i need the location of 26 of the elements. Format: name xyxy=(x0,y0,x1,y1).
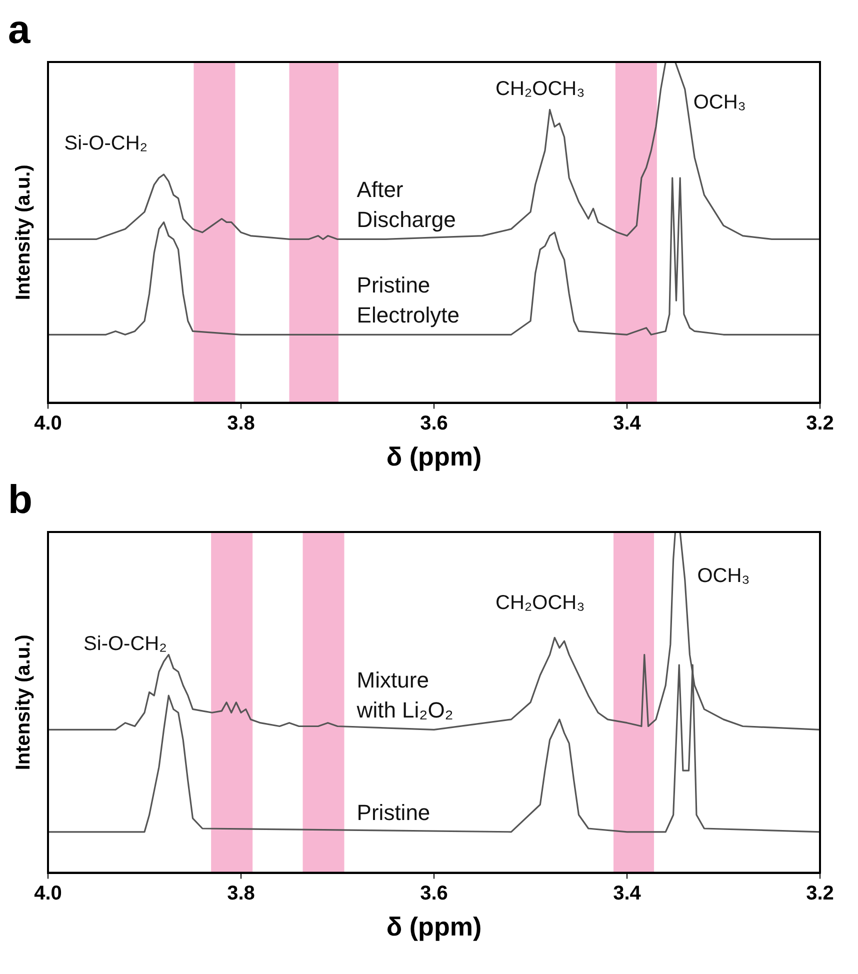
y-axis-title: Intensity (a.u.) xyxy=(12,634,35,770)
annotation: OCH₃ xyxy=(693,91,746,114)
annotation: CH₂OCH₃ xyxy=(496,592,585,614)
series-label: Mixture with Li₂O₂ xyxy=(356,668,454,723)
x-tick-label: 3.4 xyxy=(613,882,642,904)
x-tick-label: 4.0 xyxy=(34,882,62,904)
x-tick-label: 3.2 xyxy=(806,882,834,904)
annotation: CH₂OCH₃ xyxy=(496,78,585,100)
chart-title: a xyxy=(8,8,31,52)
x-tick-label: 3.4 xyxy=(613,412,642,434)
x-tick-label: 4.0 xyxy=(34,412,62,434)
x-axis-title: δ (ppm) xyxy=(386,442,482,472)
chart-title: b xyxy=(8,478,32,522)
x-tick-label: 3.8 xyxy=(227,412,255,434)
x-tick-label: 3.8 xyxy=(227,882,255,904)
x-tick-label: 3.6 xyxy=(420,882,448,904)
series-label: Pristine xyxy=(356,800,430,825)
annotation: Si-O-CH₂ xyxy=(84,632,167,655)
x-axis-title: δ (ppm) xyxy=(386,912,482,942)
series-label: Pristine Electrolyte xyxy=(356,272,460,328)
annotation: Si-O-CH₂ xyxy=(64,132,148,154)
annotation: OCH₃ xyxy=(697,564,750,587)
series-label: After Discharge xyxy=(356,177,456,232)
y-axis-title: Intensity (a.u.) xyxy=(12,164,35,300)
x-tick-label: 3.6 xyxy=(420,412,448,434)
x-tick-label: 3.2 xyxy=(806,412,834,434)
